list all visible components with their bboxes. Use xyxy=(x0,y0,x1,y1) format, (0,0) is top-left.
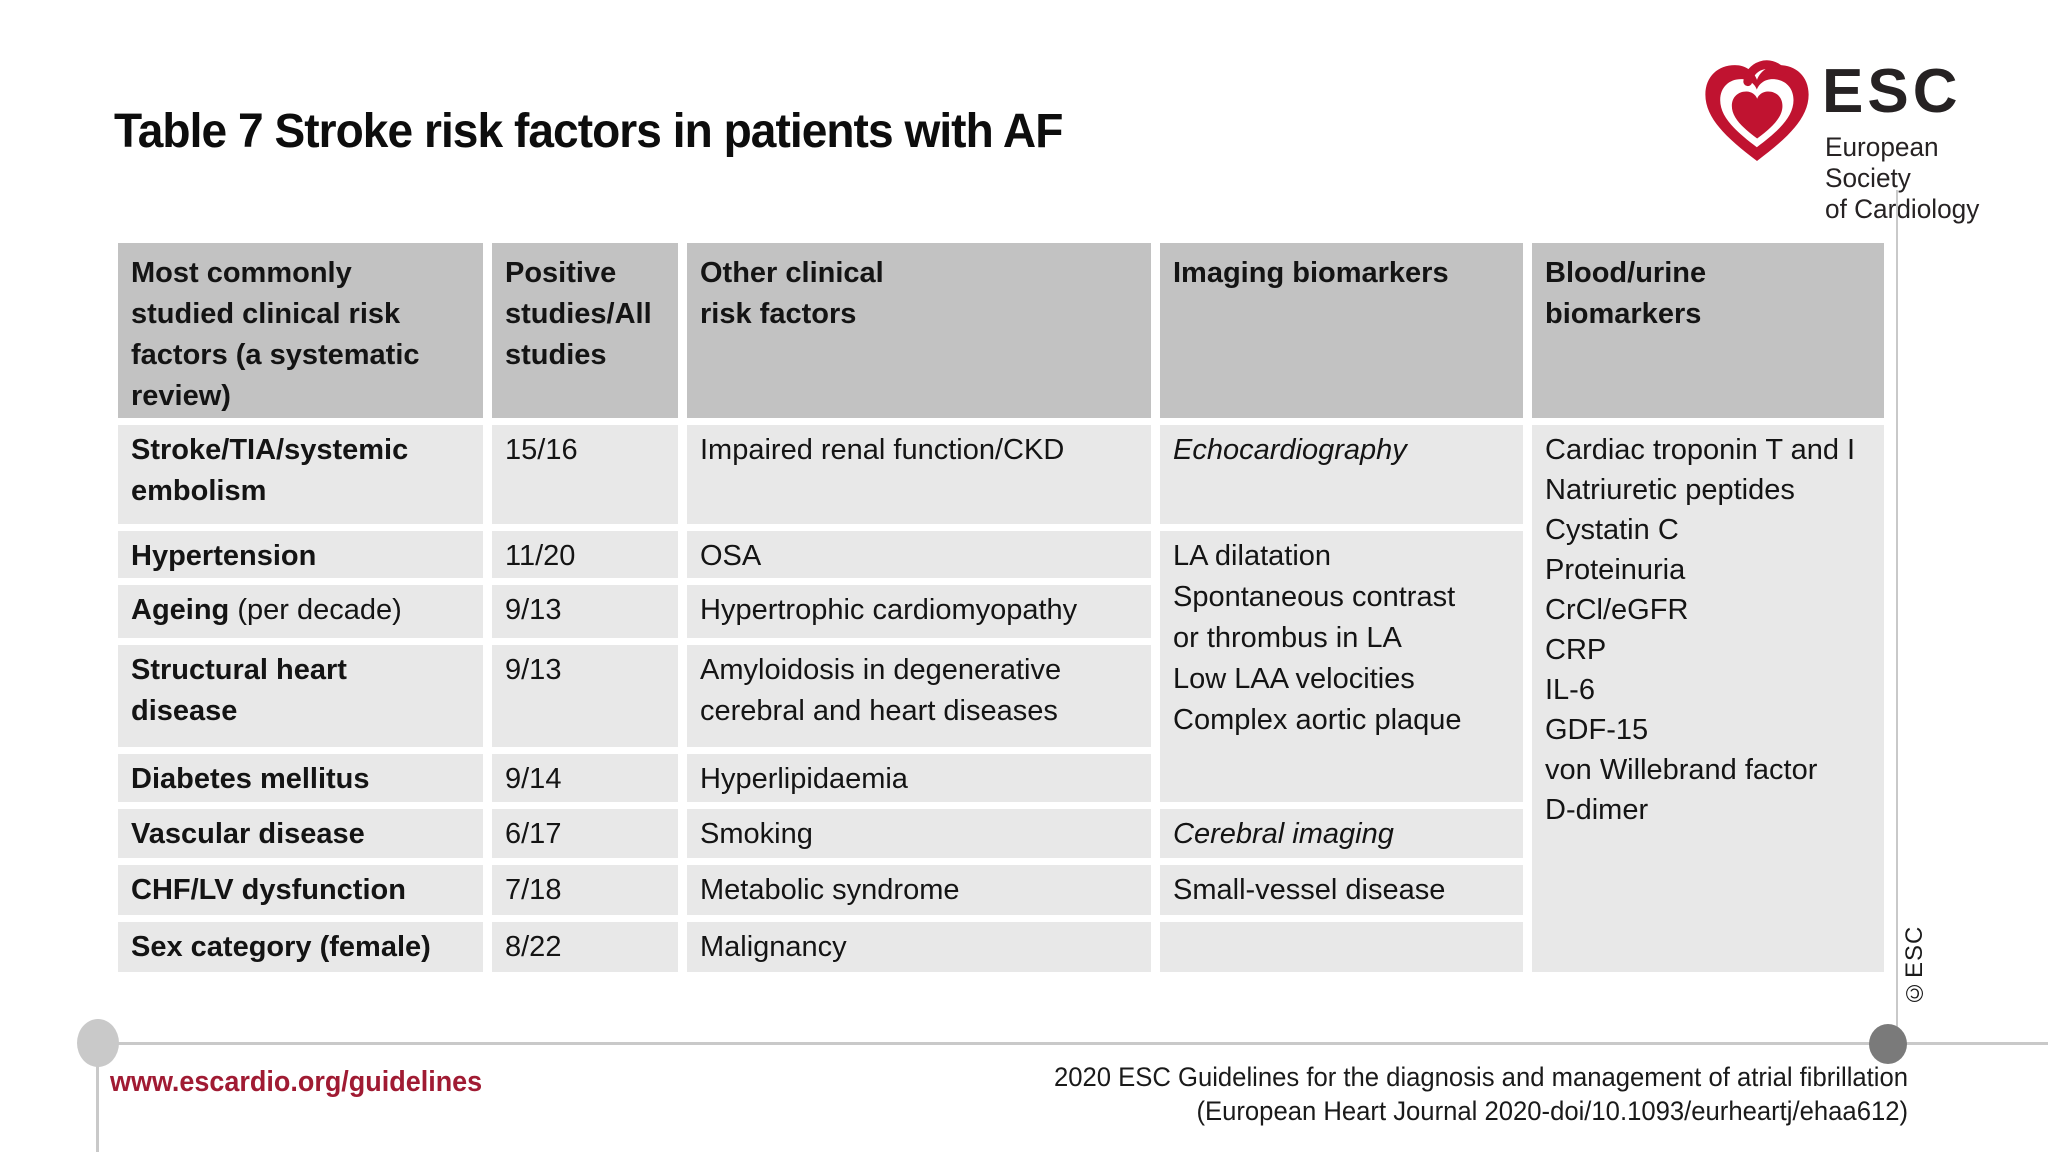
risk-factor-label: Sex category (female) xyxy=(131,931,431,963)
risk-factor-cell: Ageing (per decade) xyxy=(118,585,483,638)
risk-factor-label: Vascular disease xyxy=(131,818,365,850)
ratio-cell: 11/20 xyxy=(492,531,678,578)
ratio-cell: 6/17 xyxy=(492,809,678,858)
blood-marker: Cystatin C xyxy=(1545,514,1679,546)
risk-factor-label: Structural heart disease xyxy=(131,654,347,727)
blood-marker: Proteinuria xyxy=(1545,554,1686,586)
header-other-clinical: Other clinical risk factors xyxy=(687,243,1151,418)
risk-factor-suffix: (per decade) xyxy=(229,594,402,626)
page-title: Table 7 Stroke risk factors in patients … xyxy=(114,105,1063,158)
reference-line2: (European Heart Journal 2020-doi/10.1093… xyxy=(1196,1096,1908,1126)
logo-society-name: European Society of Cardiology xyxy=(1825,132,2022,225)
ratio-cell: 9/13 xyxy=(492,645,678,747)
blood-marker: Natriuretic peptides xyxy=(1545,474,1795,506)
risk-factor-cell: Vascular disease xyxy=(118,809,483,858)
risk-factor-cell: Hypertension xyxy=(118,531,483,578)
risk-factor-cell: Diabetes mellitus xyxy=(118,754,483,802)
blood-marker: von Willebrand factor xyxy=(1545,754,1818,786)
other-clinical-cell: Amyloidosis in degenerative cerebral and… xyxy=(687,645,1151,747)
ratio-cell: 8/22 xyxy=(492,922,678,972)
blood-marker: IL-6 xyxy=(1545,674,1595,706)
other-clinical-cell: Malignancy xyxy=(687,922,1151,972)
other-clinical-cell: Metabolic syndrome xyxy=(687,865,1151,915)
reference-line1: 2020 ESC Guidelines for the diagnosis an… xyxy=(1053,1062,1908,1092)
imaging-finding: Low LAA velocities xyxy=(1173,663,1415,695)
risk-factor-cell: Structural heart disease xyxy=(118,645,483,747)
other-clinical-cell: Smoking xyxy=(687,809,1151,858)
other-clinical-cell: OSA xyxy=(687,531,1151,578)
blood-marker: CRP xyxy=(1545,634,1607,666)
risk-factor-label: Hypertension xyxy=(131,540,317,572)
left-vertical-rail xyxy=(96,1048,99,1152)
ratio-cell: 9/14 xyxy=(492,754,678,802)
risk-factor-label: CHF/LV dysfunction xyxy=(131,874,406,906)
ratio-cell: 7/18 xyxy=(492,865,678,915)
blood-urine-markers-cell: Cardiac troponin T and I Natriuretic pep… xyxy=(1532,425,1884,972)
footer-horizontal-rail xyxy=(98,1042,2048,1045)
blood-marker: CrCl/eGFR xyxy=(1545,594,1689,626)
ratio-cell: 9/13 xyxy=(492,585,678,638)
imaging-empty-cell xyxy=(1160,922,1523,972)
header-blood-urine-biomarkers: Blood/urine biomarkers xyxy=(1532,243,1884,418)
imaging-finding: Complex aortic plaque xyxy=(1173,704,1462,736)
right-rail-dot xyxy=(1869,1024,1907,1064)
guidelines-url: www.escardio.org/guidelines xyxy=(110,1066,483,1098)
header-imaging-biomarkers: Imaging biomarkers xyxy=(1160,243,1523,418)
risk-factor-label: Stroke/TIA/systemic embolism xyxy=(131,434,409,507)
logo-abbr: ESC xyxy=(1822,57,1962,126)
imaging-cerebral-title-cell: Cerebral imaging xyxy=(1160,809,1523,858)
risk-factor-label: Diabetes mellitus xyxy=(131,763,370,795)
left-rail-dot xyxy=(77,1019,119,1067)
blood-marker: D-dimer xyxy=(1545,794,1649,826)
logo-society-line1: European Society xyxy=(1825,132,1939,193)
heart-icon xyxy=(1705,60,1809,161)
reference-citation: 2020 ESC Guidelines for the diagnosis an… xyxy=(1054,1060,1908,1128)
ratio-cell: 15/16 xyxy=(492,425,678,524)
logo-society-line2: of Cardiology xyxy=(1825,194,1980,224)
stroke-risk-table: Most commonly studied clinical risk fact… xyxy=(118,243,1884,972)
header-positive-studies: Positive studies/All studies xyxy=(492,243,678,418)
imaging-cerebral-finding-cell: Small-vessel disease xyxy=(1160,865,1523,915)
blood-marker: Cardiac troponin T and I xyxy=(1545,434,1856,466)
risk-factor-cell: Stroke/TIA/systemic embolism xyxy=(118,425,483,524)
imaging-echo-findings-cell: LA dilatation Spontaneous contrast or th… xyxy=(1160,531,1523,802)
risk-factor-label: Ageing xyxy=(131,594,230,626)
right-vertical-rail xyxy=(1896,190,1898,1044)
imaging-echo-title-cell: Echocardiography xyxy=(1160,425,1523,524)
esc-copyright-label: ©ESC xyxy=(1901,925,1928,1006)
blood-marker: GDF-15 xyxy=(1545,714,1649,746)
header-risk-factors: Most commonly studied clinical risk fact… xyxy=(118,243,483,418)
risk-factor-cell: Sex category (female) xyxy=(118,922,483,972)
other-clinical-cell: Impaired renal function/CKD xyxy=(687,425,1151,524)
esc-logo: ESC European Society of Cardiology xyxy=(1698,48,2028,224)
risk-factor-cell: CHF/LV dysfunction xyxy=(118,865,483,915)
other-clinical-cell: Hyperlipidaemia xyxy=(687,754,1151,802)
imaging-finding: Spontaneous contrast or thrombus in LA xyxy=(1173,581,1456,654)
other-clinical-cell: Hypertrophic cardiomyopathy xyxy=(687,585,1151,638)
imaging-finding: LA dilatation xyxy=(1173,540,1332,572)
